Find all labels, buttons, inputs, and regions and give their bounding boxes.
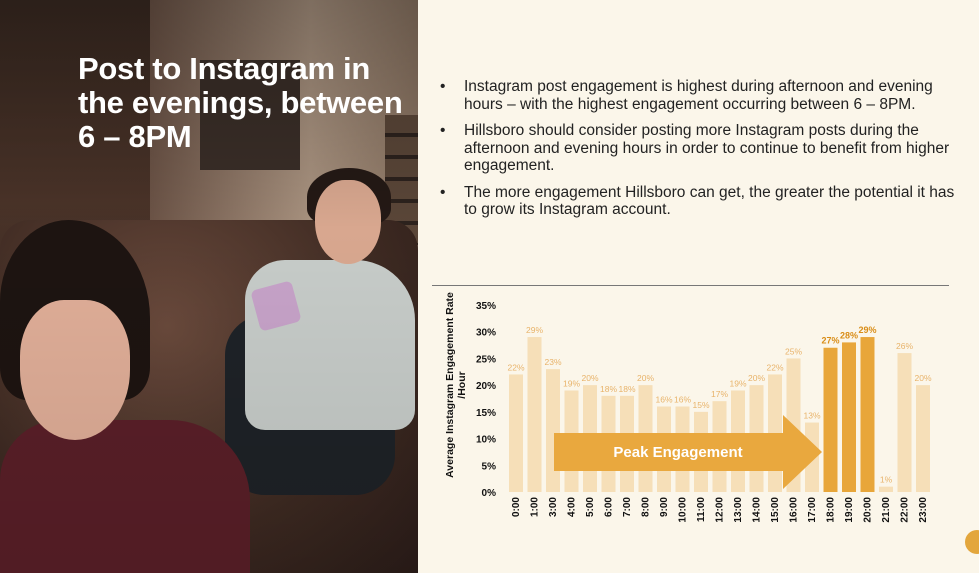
data-label: 27% (821, 336, 839, 346)
bar (916, 385, 930, 492)
data-label: 13% (803, 411, 820, 421)
data-label: 20% (581, 373, 598, 383)
x-tick-label: 22:00 (900, 497, 911, 523)
y-tick-label: 10% (476, 435, 496, 446)
background-photo (0, 0, 418, 573)
window (200, 60, 300, 170)
data-label: 20% (914, 373, 931, 383)
x-tick-label: 23:00 (918, 497, 929, 523)
y-tick-label: 0% (482, 488, 497, 499)
bar (509, 374, 523, 492)
bar (527, 337, 542, 492)
bar (823, 347, 838, 492)
x-tick-label: 12:00 (715, 497, 726, 523)
x-tick-label: 4:00 (567, 497, 578, 517)
bullet-list: Instagram post engagement is highest dur… (440, 78, 960, 228)
x-tick-label: 6:00 (604, 497, 615, 517)
x-tick-label: 20:00 (863, 497, 874, 523)
x-tick-label: 14:00 (752, 497, 763, 523)
bar (860, 337, 875, 492)
x-tick-label: 1:00 (530, 497, 541, 517)
data-label: 22% (766, 362, 783, 372)
data-label: 1% (880, 475, 893, 485)
x-tick-label: 11:00 (696, 497, 707, 522)
data-label: 22% (507, 362, 524, 372)
data-label: 18% (600, 384, 617, 394)
bar (897, 353, 912, 492)
x-tick-label: 17:00 (807, 497, 818, 523)
bar (842, 342, 856, 492)
x-tick-label: 19:00 (844, 497, 855, 523)
decorative-blob (965, 530, 979, 554)
data-label: 16% (674, 395, 691, 405)
data-label: 29% (526, 325, 543, 335)
woman-with-phone (225, 150, 415, 530)
data-label: 16% (655, 395, 672, 405)
face (20, 300, 130, 440)
x-tick-label: 18:00 (826, 497, 837, 523)
x-tick-label: 8:00 (641, 497, 652, 517)
data-label: 17% (711, 389, 728, 399)
peak-annotation: Peak Engagement (613, 444, 742, 461)
y-tick-label: 35% (476, 301, 496, 312)
x-tick-label: 0:00 (511, 497, 522, 517)
divider (432, 285, 949, 286)
x-tick-label: 9:00 (659, 497, 670, 517)
data-label: 29% (858, 325, 876, 335)
x-tick-label: 7:00 (622, 497, 633, 517)
data-label: 20% (637, 373, 654, 383)
data-label: 23% (544, 357, 561, 367)
x-tick-label: 13:00 (733, 497, 744, 523)
bar (879, 486, 893, 492)
engagement-bar-chart: 0% 5% 10% 15% 20% 25% 30% 35% Peak Engagement 2… (476, 301, 932, 523)
y-tick-label: 5% (482, 461, 497, 472)
photo-shade (0, 0, 418, 573)
woman-foreground (0, 220, 250, 573)
x-tick-label: 15:00 (770, 497, 781, 523)
y-tick-label: 15% (476, 408, 496, 419)
y-tick-label: 20% (476, 381, 496, 392)
bullet-item: Hillsboro should consider posting more I… (440, 122, 960, 175)
page-title: Post to Instagram in the evenings, betwe… (78, 51, 403, 154)
y-tick-label: 25% (476, 354, 496, 365)
face (315, 180, 381, 264)
x-tick-label: 5:00 (585, 497, 596, 517)
data-label: 20% (748, 373, 765, 383)
bar (546, 369, 560, 492)
data-label: 19% (563, 378, 580, 388)
bullet-item: Instagram post engagement is highest dur… (440, 78, 960, 113)
data-label: 26% (896, 341, 913, 351)
data-label: 28% (840, 330, 858, 340)
peak-arrow-icon (554, 415, 822, 489)
data-label: 19% (729, 378, 746, 388)
x-tick-label: 10:00 (678, 497, 689, 523)
data-label: 25% (785, 346, 802, 356)
x-tick-label: 3:00 (548, 497, 559, 517)
data-label: 15% (692, 400, 709, 410)
x-tick-label: 16:00 (789, 497, 800, 523)
y-tick-label: 30% (476, 328, 496, 339)
hoodie (0, 420, 250, 573)
data-label: 18% (618, 384, 635, 394)
bullet-item: The more engagement Hillsboro can get, t… (440, 184, 960, 219)
x-tick-label: 21:00 (881, 497, 892, 523)
